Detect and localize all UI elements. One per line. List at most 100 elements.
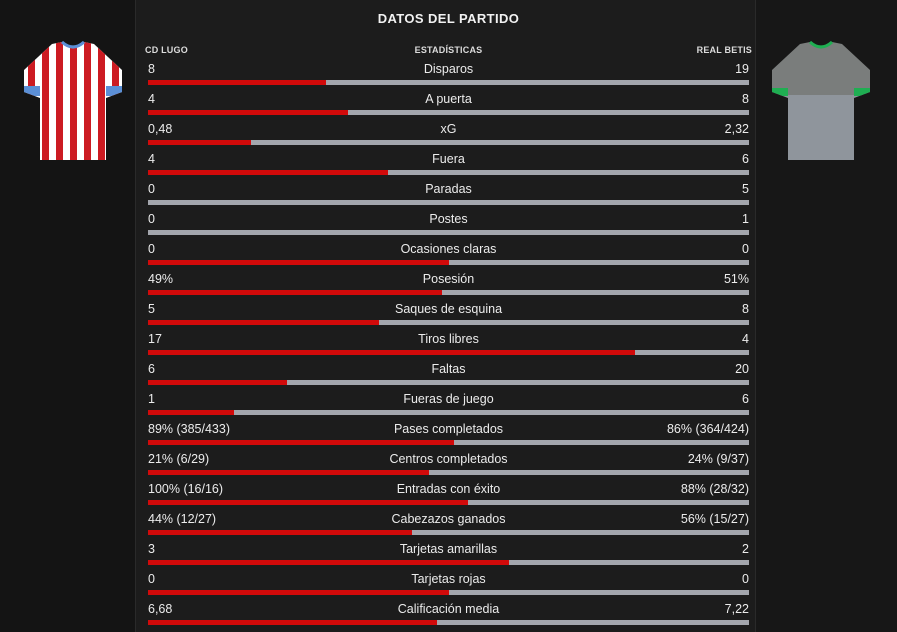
stats-header: ESTADÍSTICAS (414, 45, 483, 55)
home-value: 8 (148, 62, 155, 76)
home-share-fill (148, 350, 635, 355)
home-share-fill (148, 290, 443, 295)
home-value: 89% (385/433) (148, 422, 231, 436)
home-value: 6,68 (148, 602, 173, 616)
home-value: 3 (148, 542, 155, 556)
background-center-panel (135, 0, 755, 632)
away-value: 1 (742, 212, 749, 226)
away-kit-shirt-icon (772, 40, 870, 160)
away-value: 6 (742, 392, 749, 406)
stat-row: 3 Tarjetas amarillas 2 (148, 540, 749, 570)
stat-label: Calificación media (397, 602, 500, 616)
home-value: 100% (16/16) (148, 482, 224, 496)
away-value: 0 (742, 572, 749, 586)
stat-label: Ocasiones claras (400, 242, 497, 256)
home-kit-shirt-icon (24, 40, 122, 160)
home-share-fill (148, 500, 468, 505)
away-value: 24% (9/37) (687, 452, 749, 466)
away-value: 5 (742, 182, 749, 196)
away-value: 19 (735, 62, 749, 76)
away-value: 51% (723, 272, 749, 286)
away-value: 2 (742, 542, 749, 556)
home-value: 6 (148, 362, 155, 376)
away-value: 8 (742, 92, 749, 106)
home-share-fill (148, 380, 287, 385)
stat-label: Fueras de juego (403, 392, 494, 406)
overlay-title: DATOS DEL PARTIDO (377, 11, 520, 26)
home-share-fill (148, 590, 449, 595)
away-value: 20 (735, 362, 749, 376)
stats-list: 8 Disparos 19 4 A puerta 8 0,48 xG 2,32 4 Fuera 6 0 P… (148, 60, 749, 630)
stat-row: 100% (16/16) Entradas con éxito 88% (28/32… (148, 480, 749, 510)
comparison-bar (148, 590, 749, 595)
stat-row: 44% (12/27) Cabezazos ganados 56% (15/27) (148, 510, 749, 540)
comparison-bar (148, 410, 749, 415)
stat-label: Pases completados (393, 422, 504, 436)
home-share-fill (148, 80, 326, 85)
comparison-bar (148, 470, 749, 475)
home-value: 4 (148, 152, 155, 166)
comparison-bar (148, 140, 749, 145)
stat-label: Entradas con éxito (396, 482, 501, 496)
stat-label: Disparos (423, 62, 474, 76)
comparison-bar (148, 230, 749, 235)
stat-row: 5 Saques de esquina 8 (148, 300, 749, 330)
stat-row: 0 Paradas 5 (148, 180, 749, 210)
comparison-bar (148, 290, 749, 295)
away-value: 86% (364/424) (666, 422, 749, 436)
home-value: 0 (148, 182, 155, 196)
comparison-bar (148, 320, 749, 325)
stat-row: 0 Ocasiones claras 0 (148, 240, 749, 270)
comparison-bar (148, 110, 749, 115)
home-share-fill (148, 260, 449, 265)
stat-row: 17 Tiros libres 4 (148, 330, 749, 360)
away-value: 7,22 (724, 602, 749, 616)
home-share-fill (148, 320, 380, 325)
stat-row: 49% Posesión 51% (148, 270, 749, 300)
home-value: 4 (148, 92, 155, 106)
stat-row: 6 Faltas 20 (148, 360, 749, 390)
home-share-fill (148, 470, 429, 475)
stat-label: Tiros libres (418, 332, 479, 346)
away-value: 4 (742, 332, 749, 346)
home-value: 0 (148, 242, 155, 256)
home-value: 0,48 (148, 122, 173, 136)
stat-label: Saques de esquina (394, 302, 503, 316)
home-share-fill (148, 560, 509, 565)
stat-row: 4 Fuera 6 (148, 150, 749, 180)
stat-row: 21% (6/29) Centros completados 24% (9/37) (148, 450, 749, 480)
home-share-fill (148, 170, 389, 175)
home-share-fill (148, 530, 413, 535)
stat-label: Paradas (425, 182, 472, 196)
stat-row: 1 Fueras de juego 6 (148, 390, 749, 420)
away-value: 88% (28/32) (680, 482, 749, 496)
stat-row: 89% (385/433) Pases completados 86% (364/4… (148, 420, 749, 450)
comparison-bar (148, 560, 749, 565)
stat-label: Centros completados (389, 452, 508, 466)
stat-label: Postes (429, 212, 468, 226)
home-share-fill (148, 410, 234, 415)
home-value: 21% (6/29) (148, 452, 210, 466)
stat-label: xG (440, 122, 457, 136)
home-share-fill (148, 110, 349, 115)
stat-label: A puerta (425, 92, 472, 106)
comparison-bar (148, 170, 749, 175)
stat-label: Tarjetas amarillas (399, 542, 498, 556)
home-value: 49% (148, 272, 174, 286)
comparison-bar (148, 350, 749, 355)
away-team-header: REAL BETIS (696, 45, 752, 55)
background-divider (135, 0, 136, 632)
stat-row: 0 Tarjetas rojas 0 (148, 570, 749, 600)
comparison-bar (148, 80, 749, 85)
comparison-bar (148, 260, 749, 265)
stat-label: Tarjetas rojas (411, 572, 486, 586)
home-share-fill (148, 440, 454, 445)
stat-row: 0,48 xG 2,32 (148, 120, 749, 150)
comparison-bar (148, 200, 749, 205)
comparison-bar (148, 620, 749, 625)
away-value: 0 (742, 242, 749, 256)
away-value: 6 (742, 152, 749, 166)
home-value: 44% (12/27) (148, 512, 217, 526)
away-value: 8 (742, 302, 749, 316)
